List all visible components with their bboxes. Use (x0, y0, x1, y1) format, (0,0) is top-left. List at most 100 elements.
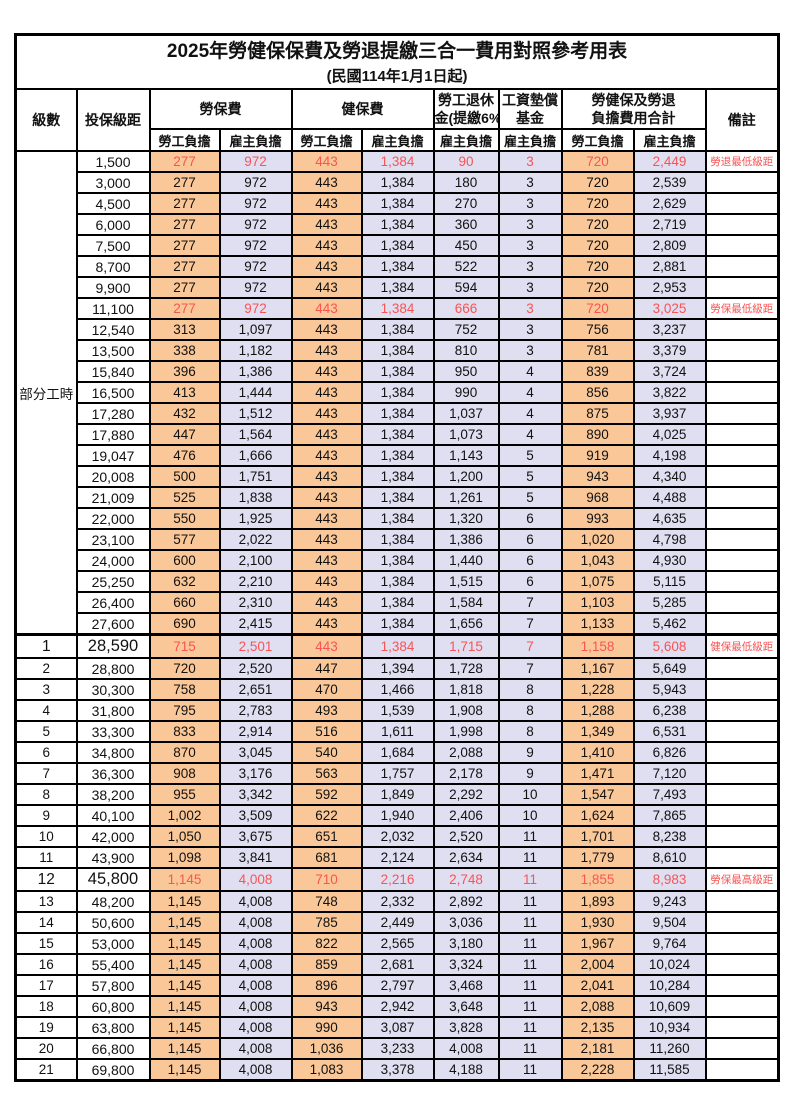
cell-level: 19 (14, 1016, 78, 1039)
cell-labor-worker: 577 (148, 528, 221, 551)
cell-remark (704, 699, 780, 722)
cell-level: 9 (14, 804, 78, 827)
cell-health-employer: 1,384 (360, 423, 435, 446)
cell-total-employer: 4,798 (632, 528, 707, 551)
cell-pension-employer: 2,406 (432, 804, 500, 827)
cell-labor-employer: 2,783 (218, 699, 293, 722)
cell-labor-employer: 3,176 (218, 762, 293, 785)
cell-pension-employer: 4,008 (432, 1037, 500, 1060)
cell-total-employer: 2,809 (632, 234, 707, 257)
cell-total-worker: 1,133 (560, 612, 635, 636)
cell-labor-employer: 2,651 (218, 678, 293, 701)
cell-bracket: 45,800 (75, 867, 151, 892)
cell-pension-employer: 180 (432, 171, 500, 194)
cell-health-employer: 1,757 (360, 762, 435, 785)
cell-total-employer: 4,635 (632, 507, 707, 530)
cell-labor-employer: 1,564 (218, 423, 293, 446)
cell-health-worker: 443 (290, 234, 363, 257)
cell-total-worker: 756 (560, 318, 635, 341)
cell-total-worker: 1,855 (560, 867, 635, 892)
cell-labor-employer: 972 (218, 297, 293, 320)
cell-bracket: 21,009 (75, 486, 151, 509)
table-row: 16 55,400 1,145 4,008 859 2,681 3,324 11 2,004 10… (14, 953, 780, 976)
cell-total-worker: 1,893 (560, 890, 635, 913)
cell-health-employer: 1,384 (360, 528, 435, 551)
cell-wage-fund-employer: 7 (497, 591, 563, 614)
cell-total-employer: 8,610 (632, 846, 707, 869)
cell-wage-fund-employer: 11 (497, 1058, 563, 1082)
cell-total-employer: 5,285 (632, 591, 707, 614)
cell-total-worker: 943 (560, 465, 635, 488)
subheader-wage-employer: 雇主負擔 (497, 128, 563, 152)
cell-labor-employer: 972 (218, 276, 293, 299)
cell-labor-worker: 1,145 (148, 932, 221, 955)
cell-health-employer: 1,384 (360, 633, 435, 659)
cell-health-worker: 822 (290, 932, 363, 955)
cell-total-employer: 11,260 (632, 1037, 707, 1060)
cell-total-worker: 720 (560, 234, 635, 257)
cell-total-worker: 1,228 (560, 678, 635, 701)
cell-total-employer: 7,493 (632, 783, 707, 806)
cell-total-worker: 1,779 (560, 846, 635, 869)
table-row: 1 28,590 715 2,501 443 1,384 1,715 7 1,158 5,608 健… (14, 633, 780, 659)
cell-labor-worker: 632 (148, 570, 221, 593)
cell-remark (704, 657, 780, 680)
cell-labor-worker: 338 (148, 339, 221, 362)
cell-labor-employer: 4,008 (218, 995, 293, 1018)
cell-labor-worker: 833 (148, 720, 221, 743)
cell-health-employer: 1,539 (360, 699, 435, 722)
cell-level: 6 (14, 741, 78, 764)
cell-remark (704, 276, 780, 299)
cell-bracket: 23,100 (75, 528, 151, 551)
cell-wage-fund-employer: 3 (497, 339, 563, 362)
cell-wage-fund-employer: 8 (497, 678, 563, 701)
cell-wage-fund-employer: 3 (497, 150, 563, 173)
table-row: 9 40,100 1,002 3,509 622 1,940 2,406 10 1,624 7,8… (14, 804, 780, 827)
cell-wage-fund-employer: 11 (497, 846, 563, 869)
cell-pension-employer: 3,468 (432, 974, 500, 997)
cell-health-worker: 785 (290, 911, 363, 934)
cell-total-employer: 10,024 (632, 953, 707, 976)
cell-total-worker: 875 (560, 402, 635, 425)
cell-health-employer: 2,797 (360, 974, 435, 997)
cell-remark (704, 549, 780, 572)
cell-remark (704, 402, 780, 425)
cell-remark (704, 213, 780, 236)
cell-health-worker: 443 (290, 570, 363, 593)
cell-labor-worker: 690 (148, 612, 221, 636)
cell-remark (704, 720, 780, 743)
cell-wage-fund-employer: 8 (497, 699, 563, 722)
cell-health-employer: 1,384 (360, 591, 435, 614)
cell-labor-worker: 277 (148, 234, 221, 257)
cell-total-worker: 1,930 (560, 911, 635, 934)
cell-level: 15 (14, 932, 78, 955)
part-time-group-cell: 部分工時 (14, 150, 78, 636)
cell-labor-employer: 1,386 (218, 360, 293, 383)
cell-labor-worker: 1,145 (148, 953, 221, 976)
cell-labor-employer: 1,182 (218, 339, 293, 362)
cell-labor-worker: 1,098 (148, 846, 221, 869)
cell-remark: 勞保最高級距 (704, 867, 780, 892)
cell-pension-employer: 1,715 (432, 633, 500, 659)
cell-labor-worker: 277 (148, 213, 221, 236)
cell-total-worker: 1,967 (560, 932, 635, 955)
cell-pension-employer: 950 (432, 360, 500, 383)
cell-labor-worker: 525 (148, 486, 221, 509)
cell-health-employer: 1,384 (360, 402, 435, 425)
cell-labor-worker: 1,145 (148, 1058, 221, 1082)
cell-total-employer: 4,025 (632, 423, 707, 446)
cell-bracket: 25,250 (75, 570, 151, 593)
subheader-labor-employer: 雇主負擔 (218, 128, 293, 152)
cell-wage-fund-employer: 7 (497, 633, 563, 659)
cell-health-worker: 443 (290, 465, 363, 488)
cell-health-worker: 447 (290, 657, 363, 680)
cell-wage-fund-employer: 8 (497, 720, 563, 743)
table-row: 25,250 632 2,210 443 1,384 1,515 6 1,075 5,115 (16, 570, 780, 593)
cell-health-worker: 710 (290, 867, 363, 892)
cell-wage-fund-employer: 11 (497, 911, 563, 934)
table-row: 17 57,800 1,145 4,008 896 2,797 3,468 11 2,041 10… (14, 974, 780, 997)
cell-wage-fund-employer: 4 (497, 381, 563, 404)
cell-labor-employer: 3,509 (218, 804, 293, 827)
cell-level: 1 (14, 633, 78, 659)
cell-labor-worker: 660 (148, 591, 221, 614)
